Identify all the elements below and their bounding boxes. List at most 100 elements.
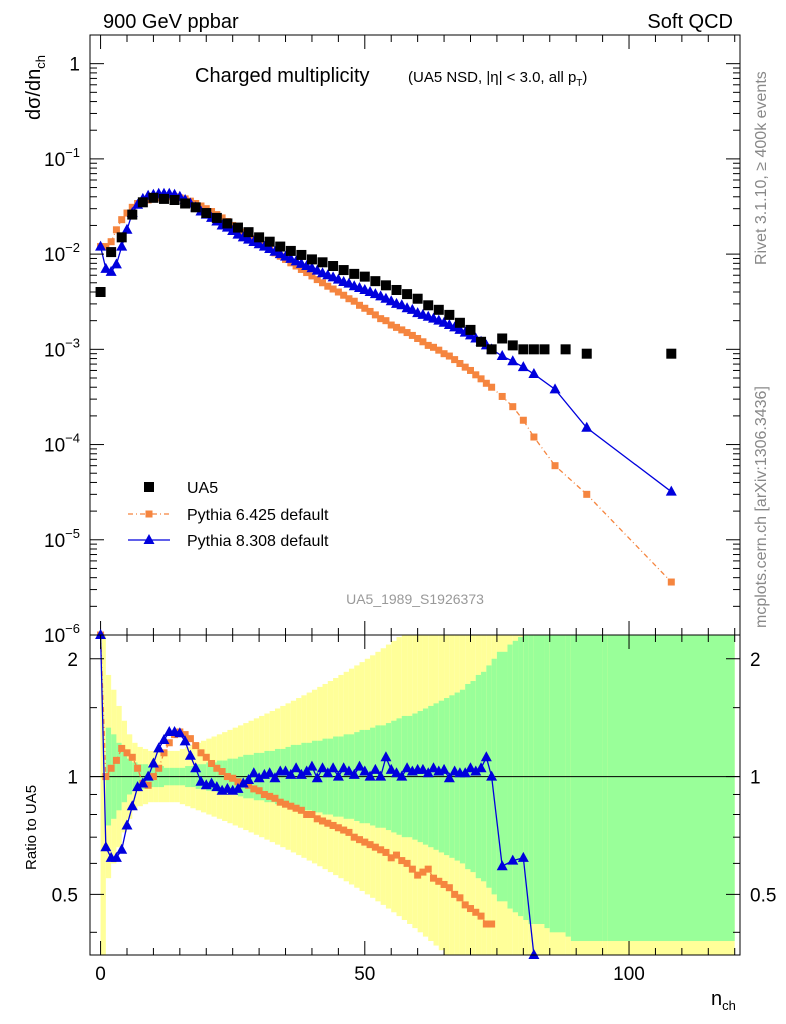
ratio-pythia8-point xyxy=(375,770,387,781)
ratio-pythia6-point xyxy=(308,810,316,818)
ratio-tick-label: 1 xyxy=(67,768,78,789)
ratio-pythia8-point xyxy=(147,757,159,768)
pythia6-point xyxy=(440,350,448,358)
pythia6-point xyxy=(112,226,120,234)
ratio-pythia6-point xyxy=(324,819,332,827)
ratio-pythia6-point xyxy=(313,815,321,823)
ratio-pythia6-point xyxy=(472,908,480,916)
ratio-pythia6-point xyxy=(361,838,369,846)
legend-label: Pythia 6.425 default xyxy=(187,507,329,524)
ratio-pythia8-point xyxy=(264,767,276,778)
ratio-tick-label-right: 1 xyxy=(750,768,761,789)
ratio-pythia6-point xyxy=(160,749,168,757)
pythia8-point xyxy=(528,368,540,379)
ua5-point xyxy=(116,232,127,243)
x-axis-label: nch xyxy=(711,988,736,1013)
ratio-pythia6-point xyxy=(229,774,237,782)
pythia8-point xyxy=(549,383,561,394)
ua5-point xyxy=(465,324,476,335)
pythia8-point xyxy=(665,485,677,496)
ratio-frame xyxy=(89,634,741,956)
pythia6-point xyxy=(297,265,305,273)
ratio-pythia8-point xyxy=(95,629,107,639)
ratio-pythia6-point xyxy=(192,742,200,750)
x-tick-label: 50 xyxy=(354,964,375,985)
y-tick-label: 10−4 xyxy=(44,431,80,457)
ua5-point xyxy=(211,212,222,223)
main-panel: 110−110−210−310−410−510−6 xyxy=(44,34,741,647)
header-left: 900 GeV ppbar xyxy=(103,11,239,33)
pythia6-line xyxy=(100,196,672,583)
y-tick-exp: −6 xyxy=(65,621,80,636)
pythia8-point xyxy=(496,350,508,361)
ratio-pythia6-point xyxy=(260,790,268,798)
ratio-pythia6-point xyxy=(208,759,216,767)
ratio-pythia6-point xyxy=(134,764,142,772)
ratio-tick-label: 2 xyxy=(67,650,78,671)
pythia8-point xyxy=(406,303,418,314)
ratio-pythia8-point xyxy=(385,763,397,774)
band-inner xyxy=(602,635,608,942)
ratio-pythia6-point xyxy=(282,800,290,808)
ua5-point xyxy=(507,340,518,351)
pythia6-point xyxy=(208,208,216,216)
pythia6-point xyxy=(445,352,453,360)
ratio-pythia8-point xyxy=(396,770,408,781)
ratio-pythia6-point xyxy=(266,792,274,800)
ratio-pythia6-point xyxy=(482,920,490,928)
y-tick-base: 10 xyxy=(44,340,65,361)
ratio-pythia6-point xyxy=(245,781,253,789)
ratio-pythia6-point xyxy=(429,874,437,882)
pythia6-point xyxy=(144,196,152,204)
pythia6-point xyxy=(313,276,321,284)
ratio-pythia6-point xyxy=(408,865,416,873)
ratio-pythia6-point xyxy=(366,841,374,849)
ratio-pythia6-point xyxy=(202,753,210,761)
pythia6-point xyxy=(102,243,110,251)
ratio-pythia8-point xyxy=(248,767,260,778)
pythia6-point xyxy=(509,403,517,411)
ratio-pythia8-point xyxy=(237,777,249,788)
ua5-point xyxy=(317,257,328,268)
ua5-point xyxy=(306,254,317,265)
ua5-point xyxy=(528,344,539,355)
pythia8-point xyxy=(121,223,133,234)
pythia6-point xyxy=(419,338,427,346)
ratio-pythia8-point xyxy=(438,763,450,774)
pythia6-point xyxy=(356,301,364,309)
y-axis-label-main: dσ/dnch xyxy=(23,55,48,120)
ratio-pythia6-point xyxy=(488,920,496,928)
y-tick-exp: −5 xyxy=(65,526,80,541)
ratio-pythia8-point xyxy=(206,777,218,788)
source-label: mcplots.cern.ch [arXiv:1306.3436] xyxy=(753,386,770,628)
pythia6-point xyxy=(466,366,474,374)
ua5-point xyxy=(232,222,243,233)
pythia8-point xyxy=(396,299,408,310)
ua5-point xyxy=(402,289,413,300)
ratio-pythia6-point xyxy=(466,905,474,913)
ratio-pythia8-point xyxy=(343,765,355,776)
rivet-label: Rivet 3.1.10, ≥ 400k events xyxy=(753,71,770,265)
band-inner xyxy=(607,635,735,942)
ratio-pythia6-point xyxy=(218,768,226,776)
ua5-point xyxy=(95,287,106,298)
ratio-pythia8-point xyxy=(100,841,112,852)
ratio-pythia8-point xyxy=(507,854,519,865)
ratio-pythia6-point xyxy=(186,735,194,743)
pythia8-point xyxy=(517,361,529,372)
legend-label: UA5 xyxy=(187,480,218,497)
pythia6-point xyxy=(398,326,406,334)
ratio-pythia8-point xyxy=(327,762,339,773)
y-tick-label: 10−6 xyxy=(44,621,80,647)
pythia8-point xyxy=(110,258,122,269)
ua5-point xyxy=(391,284,402,295)
ratio-pythia8-point xyxy=(126,800,138,811)
ratio-pythia6-point xyxy=(165,739,173,747)
band-outer xyxy=(100,635,106,955)
ratio-pythia8-point xyxy=(401,762,413,773)
y-tick-base: 10 xyxy=(44,531,65,552)
ratio-pythia8-point xyxy=(232,782,244,793)
ua5-point xyxy=(243,227,254,238)
pythia6-point xyxy=(218,214,226,222)
y-axis-label-ratio: Ratio to UA5 xyxy=(23,785,40,870)
